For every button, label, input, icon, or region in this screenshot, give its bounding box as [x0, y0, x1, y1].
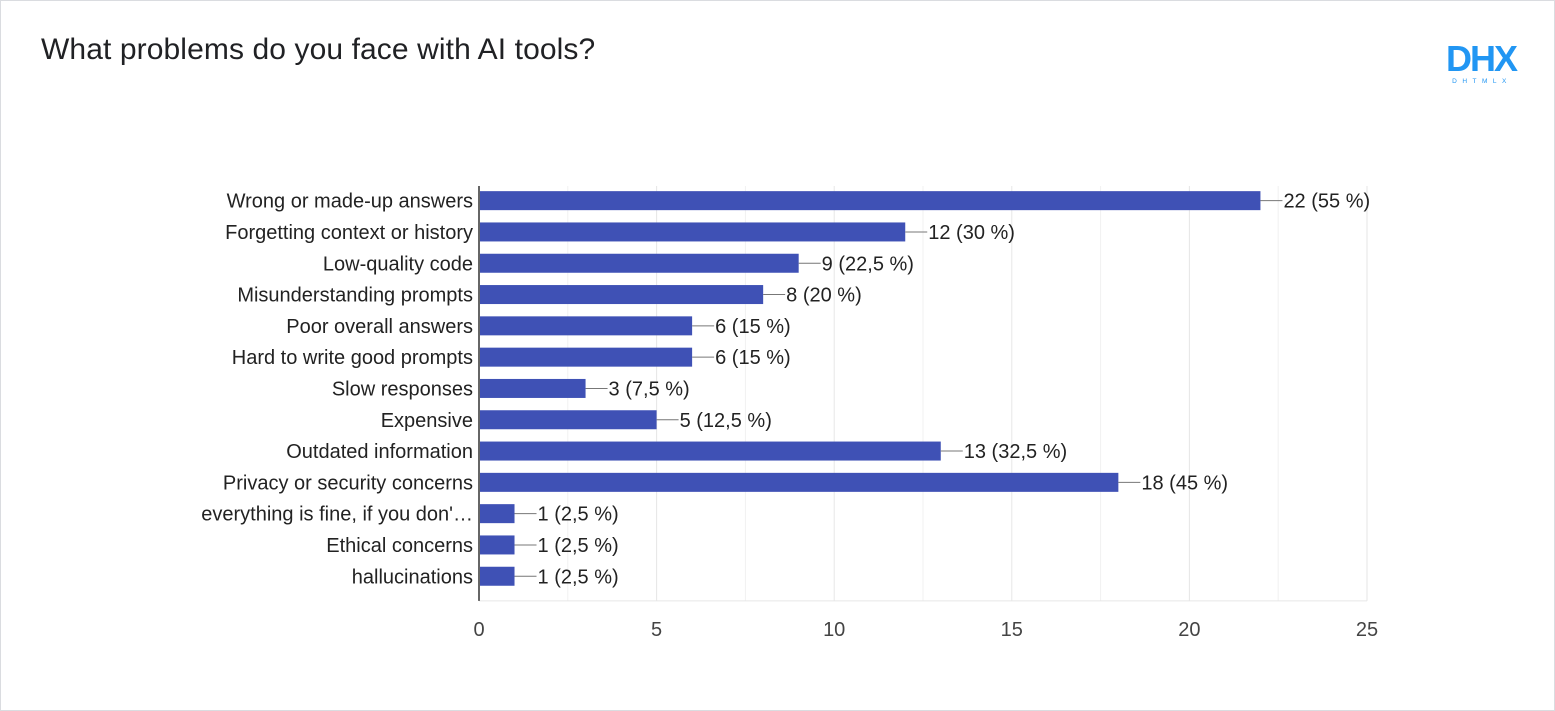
- data-label: 18 (45 %): [1141, 472, 1228, 494]
- data-label: 6 (15 %): [715, 347, 791, 369]
- category-label: Low-quality code: [323, 253, 473, 275]
- category-label: Poor overall answers: [286, 316, 473, 338]
- x-tick-labels: 0 5 10 15 20 25: [473, 619, 1378, 641]
- data-label: 13 (32,5 %): [964, 441, 1067, 463]
- bar[interactable]: [480, 535, 515, 555]
- bars: 22 (55 %) 12 (30 %) 9 (22,5 %) 8 (20 %) 6 (1…: [480, 191, 1370, 588]
- chart-title: What problems do you face with AI tools?: [41, 33, 596, 66]
- data-label: 6 (15 %): [715, 316, 791, 338]
- bar[interactable]: [480, 222, 906, 242]
- category-label: Expensive: [381, 410, 473, 432]
- bar[interactable]: [480, 566, 515, 586]
- category-labels: Wrong or made-up answers Forgetting conte…: [201, 191, 473, 589]
- x-tick-label: 25: [1356, 619, 1378, 641]
- bar[interactable]: [480, 285, 764, 305]
- category-label: Hard to write good prompts: [232, 347, 473, 369]
- category-label: everything is fine, if you don'…: [201, 504, 473, 526]
- data-label: 12 (30 %): [928, 222, 1015, 244]
- bar[interactable]: [480, 191, 1261, 211]
- logo-text: DHX: [1446, 39, 1518, 79]
- bar[interactable]: [480, 316, 693, 336]
- data-label: 1 (2,5 %): [538, 566, 619, 588]
- category-label: Slow responses: [332, 378, 473, 400]
- x-tick-label: 0: [473, 619, 484, 641]
- bar[interactable]: [480, 410, 657, 430]
- data-label: 1 (2,5 %): [538, 535, 619, 557]
- category-label: Privacy or security concerns: [223, 472, 473, 494]
- data-label: 8 (20 %): [786, 285, 862, 307]
- data-label: 1 (2,5 %): [538, 504, 619, 526]
- dhtmlx-logo-icon: DHX DHTMLX: [1446, 39, 1520, 85]
- data-label: 22 (55 %): [1283, 191, 1370, 213]
- x-tick-label: 5: [651, 619, 662, 641]
- grid-lines: [478, 186, 1368, 602]
- x-tick-label: 20: [1178, 619, 1200, 641]
- x-tick-label: 10: [823, 619, 845, 641]
- bar[interactable]: [480, 378, 586, 398]
- bar[interactable]: [480, 472, 1119, 492]
- category-label: hallucinations: [352, 566, 473, 588]
- bar[interactable]: [480, 504, 515, 524]
- bar[interactable]: [480, 347, 693, 367]
- data-label: 9 (22,5 %): [822, 253, 914, 275]
- category-label: Ethical concerns: [326, 535, 473, 557]
- bar[interactable]: [480, 253, 799, 273]
- category-label: Misunderstanding prompts: [237, 285, 473, 307]
- category-label: Outdated information: [286, 441, 473, 463]
- logo-subtext: DHTMLX: [1452, 78, 1512, 85]
- category-label: Forgetting context or history: [225, 222, 473, 244]
- data-label: 3 (7,5 %): [609, 378, 690, 400]
- data-label: 5 (12,5 %): [680, 410, 772, 432]
- x-tick-label: 15: [1001, 619, 1023, 641]
- bar[interactable]: [480, 441, 941, 461]
- category-label: Wrong or made-up answers: [227, 191, 473, 213]
